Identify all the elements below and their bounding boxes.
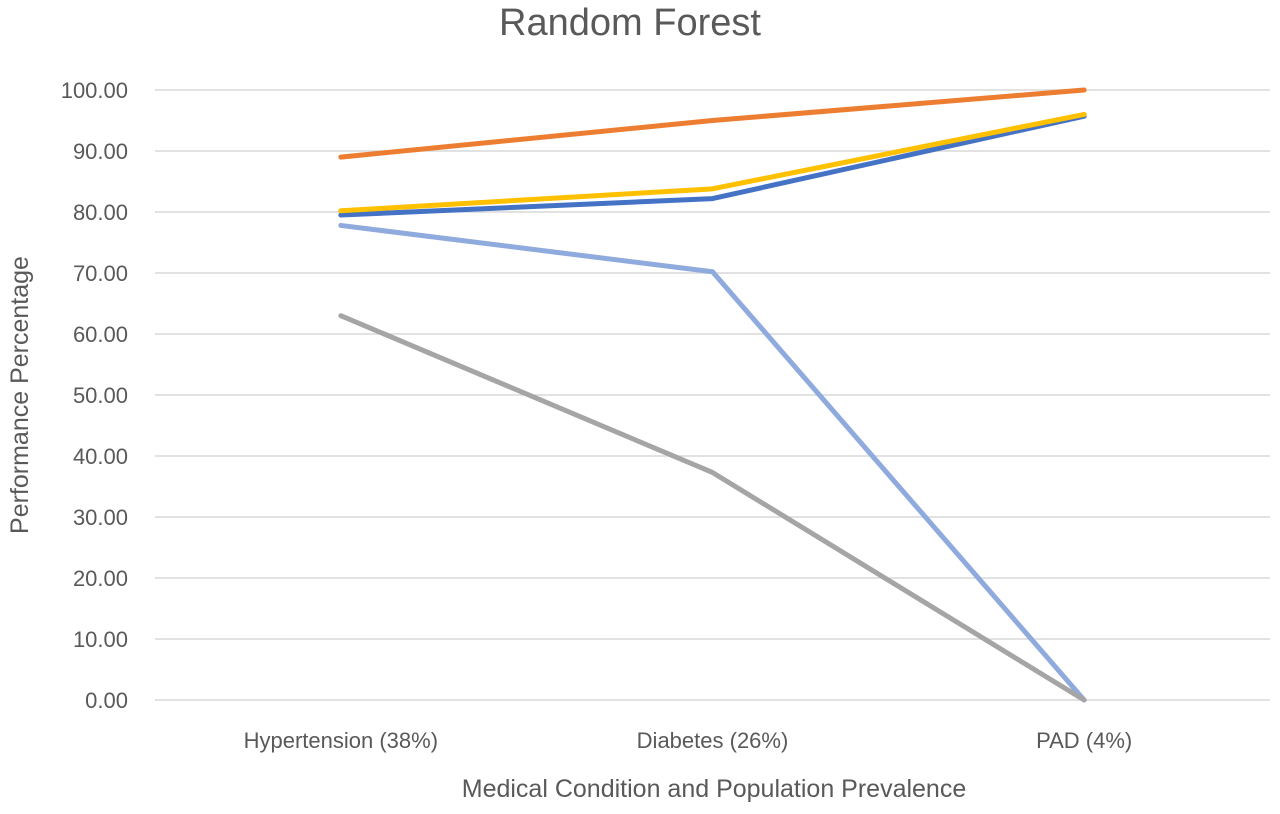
x-axis-ticks: Hypertension (38%) Diabetes (26%) PAD (4%) — [244, 728, 1133, 753]
x-tick-label: Diabetes (26%) — [637, 728, 789, 753]
y-tick-label: 40.00 — [73, 444, 128, 469]
x-tick-label: Hypertension (38%) — [244, 728, 438, 753]
y-tick-label: 100.00 — [61, 78, 128, 103]
gridlines — [155, 89, 1270, 701]
chart-title: Random Forest — [499, 2, 761, 44]
x-tick-label: PAD (4%) — [1036, 728, 1132, 753]
series-line-2 — [338, 113, 1087, 218]
y-tick-label: 30.00 — [73, 505, 128, 530]
series-line-1 — [338, 87, 1087, 160]
series-lines — [338, 87, 1087, 703]
y-tick-label: 80.00 — [73, 200, 128, 225]
y-tick-label: 90.00 — [73, 139, 128, 164]
series-line-3 — [338, 111, 1087, 214]
y-tick-label: 0.00 — [85, 688, 128, 713]
y-tick-label: 10.00 — [73, 627, 128, 652]
y-axis-label: Performance Percentage — [6, 256, 34, 534]
y-tick-label: 20.00 — [73, 566, 128, 591]
y-tick-label: 70.00 — [73, 261, 128, 286]
x-axis-label: Medical Condition and Population Prevale… — [462, 775, 967, 803]
y-axis-ticks: 0.00 10.00 20.00 30.00 40.00 50.00 60.00 70.00 8… — [61, 78, 128, 713]
series-line-5 — [338, 313, 1087, 703]
series-line-4 — [338, 222, 1087, 703]
y-tick-label: 60.00 — [73, 322, 128, 347]
y-tick-label: 50.00 — [73, 383, 128, 408]
